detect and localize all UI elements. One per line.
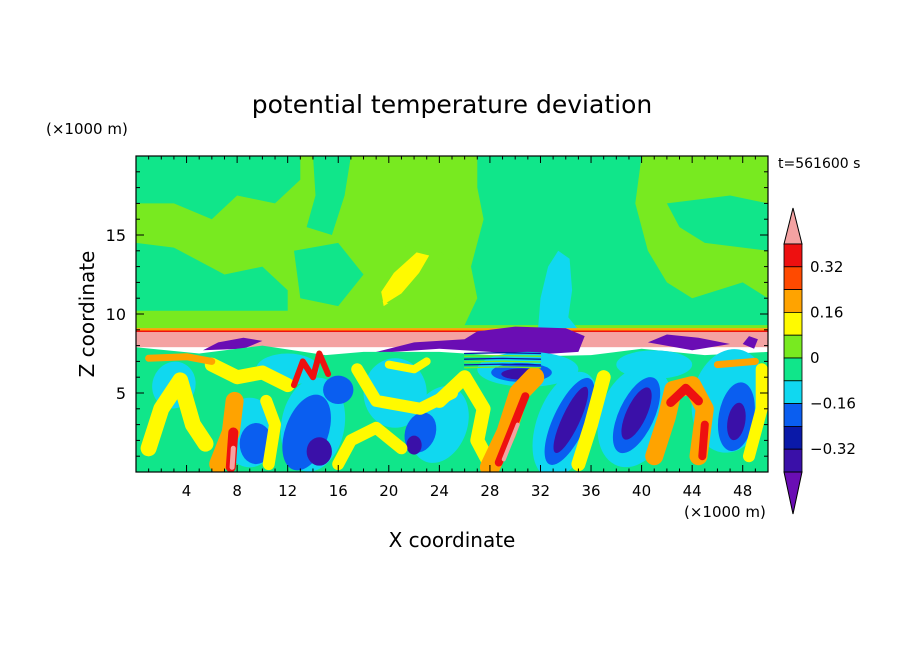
upper-neutral-region <box>376 242 465 314</box>
chart-title: potential temperature deviation <box>252 90 652 119</box>
time-label: t=561600 s <box>778 156 860 172</box>
positive-anomaly <box>140 372 214 457</box>
y-tick-label: 5 <box>116 384 126 403</box>
inversion-top-edge <box>136 328 768 331</box>
upper-negative-region <box>666 195 768 251</box>
inversion-top-edge-red <box>136 330 768 333</box>
colorbar-segment <box>783 311 803 336</box>
inversion-cold-lens <box>203 337 263 351</box>
x-tick-label: 48 <box>733 482 752 500</box>
positive-anomaly <box>204 357 295 393</box>
negative-anomaly <box>406 435 422 455</box>
x-tick-label: 24 <box>430 482 449 500</box>
colorbar-segment <box>783 425 803 450</box>
x-tick-label: 44 <box>683 482 702 500</box>
positive-anomaly <box>501 422 520 462</box>
heatmap-field <box>136 156 768 472</box>
colorbar-segment <box>783 448 803 473</box>
upper-negative-region <box>294 242 364 307</box>
colorbar-segment <box>783 289 803 313</box>
upper-positive-plume <box>381 252 430 305</box>
colorbar-segment <box>783 380 803 404</box>
colorbar-segment <box>783 357 803 382</box>
positive-anomaly <box>384 357 431 374</box>
wave-striation <box>463 352 542 355</box>
inversion-cold-lens <box>742 336 758 349</box>
positive-anomaly <box>494 392 530 467</box>
upper-negative-plume <box>538 250 579 330</box>
y-axis: 5 10 15 <box>106 171 768 457</box>
y-tick-label: 10 <box>106 305 126 324</box>
colorbar-tick-label: −0.32 <box>810 440 856 458</box>
inversion-band <box>136 328 768 348</box>
colorbar-min-arrow <box>783 471 803 515</box>
wave-striation <box>463 366 542 369</box>
wave-striation <box>463 354 542 357</box>
y-unit-label: (×1000 m) <box>46 120 128 138</box>
x-tick-label: 16 <box>329 482 348 500</box>
colorbar-segment <box>783 334 803 359</box>
inversion-cold-lens <box>647 334 731 351</box>
colorbar: 0.32 0.16 0 −0.16 −0.32 <box>783 207 856 515</box>
colorbar-tick-label: 0 <box>810 349 820 367</box>
positive-anomaly <box>229 445 236 470</box>
x-tick-label: 32 <box>531 482 550 500</box>
y-axis-label: Z coordinate <box>75 251 99 378</box>
positive-anomaly <box>291 350 332 389</box>
x-tick-label: 36 <box>581 482 600 500</box>
negative-anomaly <box>727 402 746 441</box>
positive-anomaly <box>698 420 709 461</box>
negative-anomaly <box>621 387 652 440</box>
positive-anomaly <box>571 370 611 472</box>
x-axis: 4 8 12 16 20 24 28 32 36 40 44 48 <box>148 156 756 500</box>
x-axis-label: X coordinate <box>389 528 516 552</box>
x-tick-label: 8 <box>232 482 242 500</box>
x-tick-label: 28 <box>480 482 499 500</box>
positive-anomaly <box>479 367 545 472</box>
positive-anomaly <box>260 394 281 471</box>
colorbar-tick-label: 0.16 <box>810 303 843 321</box>
positive-anomaly <box>145 353 216 365</box>
negative-anomaly <box>323 375 354 405</box>
upper-negative-region <box>464 156 768 326</box>
x-tick-label: 4 <box>182 482 192 500</box>
upper-negative-region <box>136 156 301 220</box>
positive-anomaly <box>666 383 703 407</box>
positive-anomaly <box>332 421 408 471</box>
colorbar-max-arrow <box>783 207 803 245</box>
upper-negative-region <box>136 242 288 311</box>
colorbar-segment <box>783 403 803 427</box>
colorbar-tick-label: 0.32 <box>810 258 843 276</box>
negative-anomaly <box>306 437 332 466</box>
x-tick-label: 12 <box>278 482 297 500</box>
y-tick-label: 15 <box>106 226 126 245</box>
upper-negative-region <box>306 156 351 235</box>
x-unit-label: (×1000 m) <box>684 503 766 521</box>
x-tick-label: 40 <box>632 482 651 500</box>
colorbar-segment <box>783 266 803 290</box>
wave-striation <box>463 360 542 363</box>
inversion-cold-lens <box>369 326 585 356</box>
wave-striation <box>463 357 542 360</box>
colorbar-tick-label: −0.16 <box>810 395 856 413</box>
colorbar-segment <box>783 243 803 268</box>
negative-anomaly <box>616 350 693 379</box>
wave-striation <box>463 363 542 366</box>
positive-anomaly <box>713 357 759 369</box>
positive-anomaly <box>743 363 768 463</box>
positive-anomaly <box>432 370 497 472</box>
x-tick-label: 20 <box>379 482 398 500</box>
negative-anomaly <box>553 386 589 454</box>
